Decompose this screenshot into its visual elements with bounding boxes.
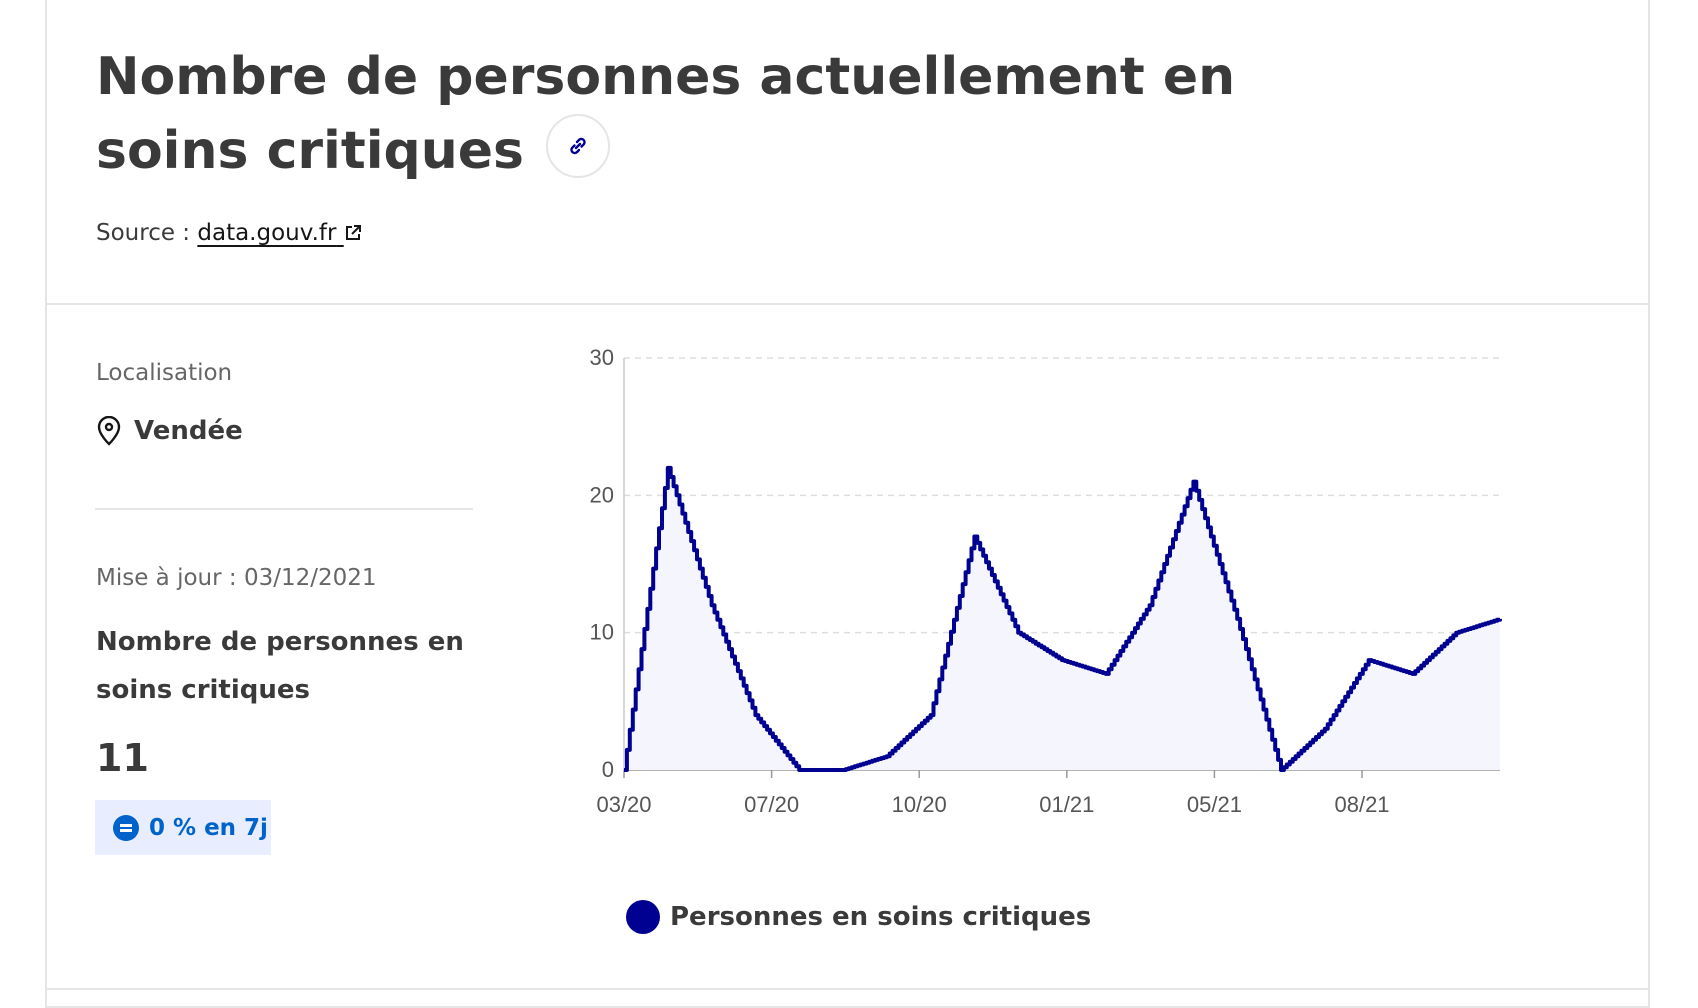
- copy-link-button[interactable]: [546, 114, 611, 178]
- x-tick-label: 05/21: [1187, 792, 1242, 817]
- legend-label: Personnes en soins critiques: [670, 902, 1092, 932]
- series-line: [624, 465, 1502, 772]
- page-title: Nombre de personnes actuellement en soin…: [96, 40, 1356, 188]
- badge-text: 0 % en 7j: [149, 814, 268, 841]
- x-tick-label: 01/21: [1039, 792, 1094, 817]
- localisation-label: Localisation: [96, 360, 233, 386]
- x-tick-label: 10/20: [892, 792, 947, 817]
- source-prefix: Source :: [96, 220, 191, 246]
- external-link-icon: [345, 225, 361, 240]
- chart-legend: Personnes en soins critiques: [626, 900, 1091, 934]
- map-pin-icon: [97, 416, 121, 446]
- source-link-text: data.gouv.fr: [197, 220, 337, 246]
- chart-card: [45, 0, 1650, 1008]
- location-row: Vendée: [96, 416, 243, 446]
- sidebar-divider: [95, 508, 473, 510]
- equal-icon: [113, 814, 139, 841]
- location-value: Vendée: [134, 416, 243, 446]
- source-line: Source : data.gouv.fr: [96, 220, 362, 246]
- legend-marker: [626, 900, 660, 934]
- trend-badge: 0 % en 7j: [95, 800, 271, 855]
- y-tick-label: 0: [602, 757, 614, 782]
- y-tick-label: 30: [590, 345, 614, 370]
- x-tick-label: 08/21: [1334, 792, 1389, 817]
- link-icon: [570, 137, 586, 155]
- metric-label: Nombre de personnes en soins critiques: [96, 627, 464, 705]
- line-chart: 0 10 20 30 03/20 07/20 10/20 01/21 05/21 08/21: [590, 345, 1502, 817]
- source-link[interactable]: data.gouv.fr: [197, 220, 361, 246]
- update-date: Mise à jour : 03/12/2021: [96, 565, 377, 591]
- series-area: [624, 467, 1500, 770]
- metric-value: 11: [96, 736, 149, 780]
- title-text: Nombre de personnes actuellement en soin…: [96, 47, 1236, 181]
- x-tick-label: 07/20: [744, 792, 799, 817]
- x-tick-label: 03/20: [596, 792, 651, 817]
- header-divider: [47, 303, 1648, 305]
- card-bottom-border: [47, 988, 1648, 990]
- y-tick-label: 20: [590, 482, 614, 507]
- y-tick-label: 10: [590, 620, 614, 645]
